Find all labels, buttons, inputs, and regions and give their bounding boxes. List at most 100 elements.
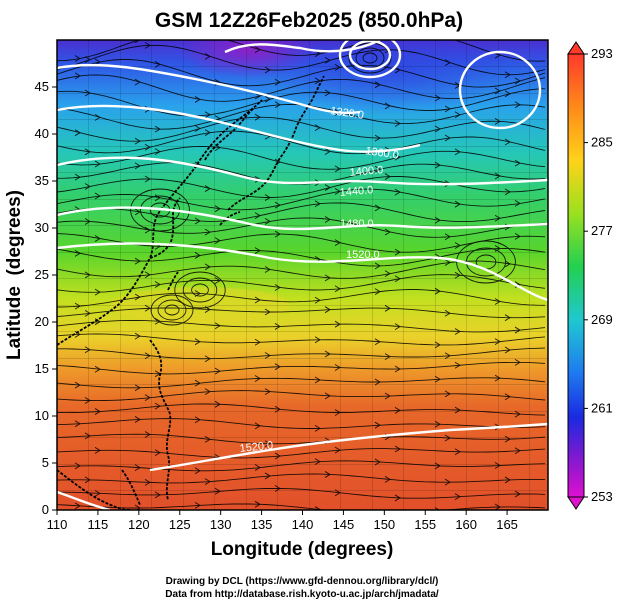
streamline-arrow	[134, 208, 141, 216]
streamline-arrow	[264, 308, 271, 316]
streamline-arrow	[324, 392, 331, 400]
credit-data-source: Data from http://database.rish.kyoto-u.a…	[165, 589, 439, 600]
streamline-arrow	[134, 162, 141, 170]
streamline-arrow	[514, 358, 521, 366]
streamline-arrow	[384, 173, 391, 180]
streamline-arrow	[74, 381, 81, 389]
streamline-arrow	[434, 125, 441, 133]
streamline-arrow	[144, 41, 151, 49]
streamline-arrow	[144, 271, 151, 279]
streamline-arrow	[274, 101, 281, 109]
y-axis-label: Latitude (degrees)	[4, 190, 25, 360]
colorbar-tick-label: 293	[591, 46, 613, 61]
streamline-arrow	[434, 462, 441, 470]
colorbar: 293 285 277 269 261 253	[567, 41, 613, 510]
streamline-arrow	[434, 216, 441, 224]
streamline-arrow	[324, 274, 331, 282]
streamline-arrow	[434, 287, 441, 295]
streamline-arrow	[214, 367, 221, 375]
y-tick-label: 30	[35, 220, 49, 235]
streamline-arrow	[94, 489, 101, 497]
streamline-arrow	[334, 63, 341, 71]
streamline-arrow	[144, 352, 151, 360]
streamline-arrow	[134, 332, 141, 340]
streamline-arrow	[374, 165, 381, 173]
vortex-swirl	[456, 240, 516, 284]
y-axis-ticks: 0 5 10 15 20 25 30 35 40 45	[35, 79, 57, 517]
streamline-arrow	[314, 77, 321, 85]
streamline-arrow	[154, 125, 161, 133]
streamline-arrow	[94, 58, 101, 66]
streamline-arrow	[334, 165, 341, 173]
streamline-arrow	[434, 341, 441, 349]
streamline-arrow	[144, 175, 151, 183]
streamline	[57, 333, 546, 346]
streamline-arrow	[454, 328, 461, 335]
streamline-arrow	[504, 90, 511, 98]
streamline-arrow	[134, 416, 141, 423]
y-tick-label: 10	[35, 408, 49, 423]
streamline-arrow	[204, 185, 211, 192]
streamline-arrow	[144, 304, 151, 312]
streamline	[57, 233, 546, 253]
streamline-arrow	[514, 410, 521, 418]
streamline-arrow	[374, 262, 381, 270]
streamline-arrow	[84, 218, 91, 225]
streamline-arrow	[84, 56, 91, 64]
colorbar-tick-label: 285	[591, 135, 613, 150]
streamline-arrow	[514, 101, 521, 109]
contour-label-1400: 1400.0	[349, 164, 384, 179]
streamline	[57, 418, 546, 429]
y-tick-label: 45	[35, 79, 49, 94]
streamline	[57, 503, 546, 510]
streamline-arrow	[84, 148, 91, 156]
y-tick-label: 0	[42, 502, 49, 517]
y-tick-label: 35	[35, 173, 49, 188]
contour-label-1480: 1480.0	[340, 218, 374, 230]
contour-label-1520: 1520.0	[346, 249, 380, 261]
streamline-arrow	[435, 33, 440, 39]
vortex-swirl	[191, 283, 209, 297]
streamline-arrow	[74, 420, 81, 428]
streamline-arrow	[84, 476, 91, 484]
streamline-arrow	[254, 464, 261, 471]
streamline-arrow	[314, 124, 321, 131]
streamline-arrow	[394, 120, 401, 127]
streamline-arrow	[394, 188, 401, 196]
x-tick-label: 120	[128, 517, 150, 532]
streamline-arrow	[264, 194, 271, 201]
streamline-arrow	[74, 249, 81, 257]
streamline-arrow	[504, 393, 511, 401]
streamline-arrow	[154, 402, 161, 410]
streamline-arrow	[394, 153, 401, 161]
streamline-arrow	[204, 355, 211, 363]
streamline-arrow	[394, 248, 401, 256]
streamline-arrow	[264, 440, 271, 448]
streamline-arrow	[444, 434, 451, 442]
streamline-arrow	[334, 320, 341, 328]
streamline-arrow	[254, 500, 261, 508]
streamline-arrow	[74, 502, 81, 510]
streamline-arrow	[134, 137, 141, 145]
streamline-arrow	[134, 464, 141, 472]
streamline-arrow	[194, 416, 201, 424]
streamline-arrow	[324, 216, 331, 223]
streamline-arrow	[504, 435, 511, 443]
x-tick-label: 115	[88, 517, 109, 532]
streamline-arrow	[264, 472, 271, 480]
x-tick-label: 145	[333, 517, 355, 532]
streamline	[57, 320, 546, 333]
streamline-arrow	[134, 384, 141, 392]
streamline-arrow	[334, 409, 341, 416]
streamline-arrow	[194, 96, 201, 103]
streamline-arrow	[384, 353, 391, 360]
streamline-arrow	[504, 188, 511, 196]
plot-area: 1320.0 1360.0 1400.0 1440.0 1480.0 1520.…	[57, 33, 548, 510]
streamline-arrow	[434, 94, 441, 102]
streamline-arrow	[264, 266, 271, 273]
streamline-arrow	[374, 288, 381, 296]
streamline	[57, 460, 546, 472]
streamline-arrow	[444, 59, 451, 66]
vortex-swirl	[150, 294, 194, 326]
streamline-arrow	[204, 388, 211, 396]
